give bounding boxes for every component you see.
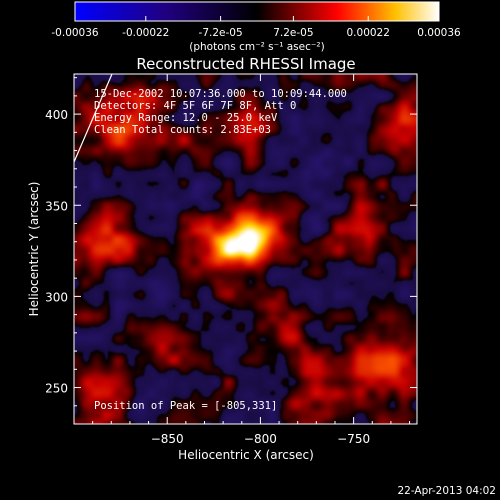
colorbar-tick-label: 0.00022 <box>347 27 390 39</box>
colorbar-tick-label: 7.2e-05 <box>273 27 313 39</box>
y-tick-label: 350 <box>45 199 68 213</box>
solar-limb-line <box>74 74 113 163</box>
y-axis-label: Heliocentric Y (arcsec) <box>27 182 41 317</box>
x-tick-label: −750 <box>337 432 370 446</box>
colorbar-tick-label: 0.00036 <box>417 27 461 39</box>
annotation-clean: Clean Total counts: 2.83E+03 <box>94 124 271 136</box>
y-tick-label: 300 <box>45 290 68 304</box>
x-tick-label: −800 <box>244 432 277 446</box>
colorbar-tick-label: -7.2e-05 <box>199 27 243 39</box>
colorbar-ticks: -0.00036 -0.00022 -7.2e-05 7.2e-05 0.00022 0.… <box>51 16 461 39</box>
peak-position-label: Position of Peak = [-805,331] <box>94 400 277 412</box>
y-tick-label: 250 <box>45 382 68 396</box>
colorbar-unit-label: (photons cm⁻² s⁻¹ asec⁻²) <box>189 41 324 53</box>
image-annotations: 15-Dec-2002 10:07:36.000 to 10:09:44.000… <box>94 88 347 412</box>
heatmap-image <box>74 74 417 424</box>
y-tick-label: 400 <box>45 108 68 122</box>
colorbar-tick-label: -0.00022 <box>122 27 169 39</box>
annotation-time: 15-Dec-2002 10:07:36.000 to 10:09:44.000 <box>94 88 347 100</box>
colorbar-tick-label: -0.00036 <box>51 27 99 39</box>
colorbar <box>74 1 440 22</box>
annotation-energy: Energy Range: 12.0 - 25.0 keV <box>94 112 278 124</box>
x-axis-label: Heliocentric X (arcsec) <box>178 448 314 462</box>
y-axis: 250 300 350 400 <box>45 77 417 407</box>
chart-title: Reconstructed RHESSI Image <box>136 55 355 73</box>
annotation-detectors: Detectors: 4F 5F 6F 7F 8F, Att 0 <box>94 100 296 112</box>
x-axis: −850 −800 −750 <box>92 74 411 446</box>
x-tick-label: −850 <box>151 432 184 446</box>
timestamp: 22-Apr-2013 04:02 <box>397 485 496 497</box>
plot-frame <box>73 73 418 425</box>
